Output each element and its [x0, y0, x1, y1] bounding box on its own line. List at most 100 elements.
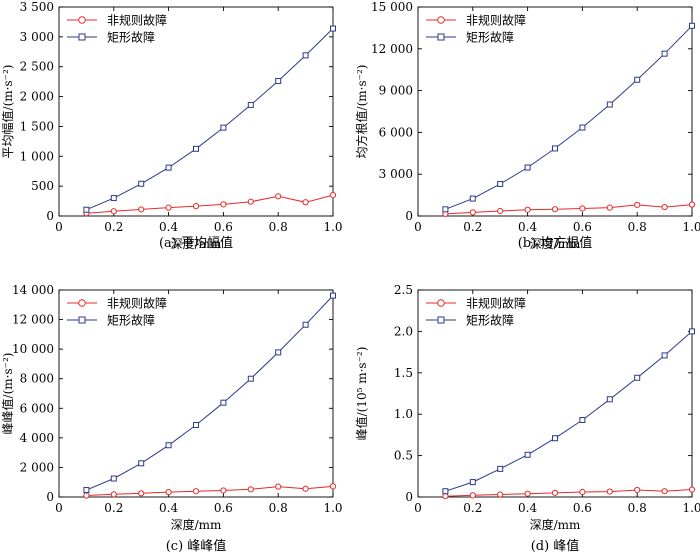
- data-point: [688, 201, 696, 208]
- y-tick-label: 14 000: [12, 283, 54, 297]
- data-point: [524, 490, 531, 497]
- data-point: [497, 465, 504, 472]
- data-point: [247, 198, 254, 205]
- data-point: [606, 204, 613, 211]
- x-tick-label: 1.0: [682, 220, 700, 234]
- data-point: [192, 488, 200, 495]
- y-tick-label: 8 000: [20, 372, 54, 386]
- x-tick-label: 0: [55, 501, 63, 515]
- y-tick-label: 12 000: [12, 313, 54, 327]
- data-point: [442, 206, 449, 213]
- y-tick-label: 4 000: [20, 431, 54, 445]
- data-point: [330, 292, 336, 299]
- legend-label: 非规则故障: [466, 296, 526, 311]
- x-tick-label: 0.4: [518, 220, 537, 234]
- data-point: [110, 491, 117, 498]
- series-line: [86, 194, 334, 214]
- legend-label: 矩形故障: [107, 30, 155, 45]
- legend-label: 矩形故障: [466, 30, 514, 45]
- plot-frame: [58, 289, 334, 498]
- data-point: [442, 493, 449, 500]
- data-point: [524, 164, 531, 171]
- y-axis-label: 均方根值/(m·s⁻²): [354, 65, 369, 159]
- data-point: [302, 485, 309, 492]
- series-2: [442, 22, 695, 213]
- x-axis-label: 深度/mm: [171, 517, 222, 532]
- plot-frame: [58, 6, 334, 217]
- x-tick-label: 0.8: [628, 220, 647, 234]
- data-point: [524, 206, 531, 213]
- data-point: [551, 206, 559, 213]
- panel-caption: (d) 峰值: [531, 538, 580, 554]
- x-tick-label: 0.6: [214, 220, 233, 234]
- data-point: [302, 52, 309, 59]
- legend-marker: [78, 16, 86, 24]
- legend-marker: [78, 299, 86, 307]
- data-point: [634, 76, 641, 83]
- x-tick-label: 0.2: [104, 220, 123, 234]
- series-1: [442, 201, 696, 218]
- x-axis-label: 深度/mm: [530, 517, 581, 532]
- x-axis-label: 深度/mm: [171, 236, 222, 251]
- y-axis-label: 平均幅值/(m·s⁻²): [0, 65, 15, 159]
- data-point: [469, 209, 476, 216]
- chart-panel-1: 0 0.2 0.4 0.6 0.8 1.0 0 500 1 000 1 500 2 000 2 500…: [0, 0, 343, 251]
- data-point: [192, 203, 200, 210]
- y-tick-label: 6 000: [379, 125, 413, 139]
- data-point: [138, 180, 145, 187]
- data-point: [579, 416, 586, 423]
- data-point: [579, 488, 586, 496]
- data-point: [689, 22, 695, 29]
- y-axis-label: 峰峰值/(m·s⁻²): [0, 353, 15, 435]
- chart-panel-2: 0 0.2 0.4 0.6 0.8 1.0 0 3 000 6 000 9 000 12 000 15…: [354, 0, 700, 251]
- data-point: [302, 199, 309, 206]
- series-1: [83, 483, 337, 499]
- y-tick-label: 2.5: [394, 283, 413, 297]
- legend-label: 矩形故障: [107, 313, 155, 328]
- data-point: [469, 492, 476, 499]
- data-point: [193, 145, 199, 152]
- x-tick-label: 0.8: [628, 501, 647, 515]
- y-tick-label: 12 000: [371, 42, 413, 56]
- data-point: [469, 195, 476, 202]
- legend-marker: [437, 316, 445, 324]
- data-point: [110, 195, 117, 202]
- data-point: [497, 207, 504, 215]
- legend-label: 矩形故障: [466, 313, 514, 328]
- y-tick-label: 2.0: [394, 324, 413, 338]
- legend-marker: [437, 33, 445, 41]
- y-tick-label: 3 000: [20, 30, 54, 44]
- x-tick-label: 0: [414, 501, 422, 515]
- data-point: [275, 349, 282, 356]
- y-tick-label: 1.0: [394, 407, 413, 421]
- data-point: [138, 490, 145, 497]
- x-tick-label: 0.8: [269, 501, 288, 515]
- data-point: [688, 486, 696, 493]
- y-tick-label: 1 500: [20, 119, 54, 133]
- x-tick-label: 0.2: [104, 501, 123, 515]
- data-point: [165, 164, 172, 171]
- data-point: [524, 451, 531, 458]
- data-point: [220, 399, 227, 406]
- x-tick-label: 1.0: [323, 220, 342, 234]
- data-point: [220, 201, 227, 208]
- series-2: [442, 328, 695, 495]
- data-point: [165, 204, 172, 211]
- data-point: [606, 488, 613, 495]
- series-2: [83, 292, 336, 494]
- series-line: [445, 204, 693, 215]
- x-tick-label: 0.4: [518, 501, 537, 515]
- data-point: [634, 201, 641, 208]
- y-tick-label: 0: [46, 490, 54, 504]
- x-tick-label: 0.2: [463, 220, 482, 234]
- panel-caption: (b) 均方根值: [518, 235, 593, 251]
- data-point: [110, 208, 117, 215]
- x-tick-label: 0: [55, 220, 63, 234]
- data-point: [165, 442, 172, 449]
- y-tick-label: 0: [46, 209, 54, 223]
- data-point: [689, 328, 695, 335]
- y-tick-label: 3 500: [20, 0, 54, 14]
